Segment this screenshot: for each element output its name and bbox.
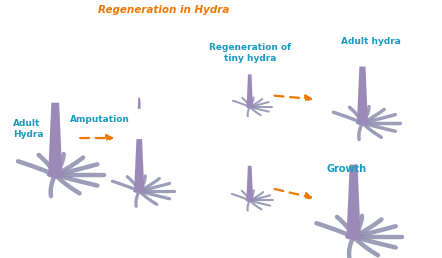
Text: Regeneration in Hydra: Regeneration in Hydra: [98, 5, 229, 15]
Text: Adult
Hydra: Adult Hydra: [13, 119, 44, 139]
Text: Growth: Growth: [327, 164, 367, 174]
Ellipse shape: [246, 199, 254, 202]
Ellipse shape: [345, 234, 362, 240]
Polygon shape: [48, 103, 62, 175]
Polygon shape: [138, 98, 141, 109]
Text: Regeneration of
tiny hydra: Regeneration of tiny hydra: [209, 43, 291, 63]
Polygon shape: [134, 139, 145, 191]
Ellipse shape: [133, 189, 145, 193]
Polygon shape: [347, 165, 361, 237]
Ellipse shape: [246, 106, 254, 108]
Polygon shape: [246, 166, 253, 200]
Polygon shape: [357, 67, 368, 123]
Polygon shape: [247, 74, 253, 107]
Text: Adult hydra: Adult hydra: [341, 37, 401, 46]
Ellipse shape: [47, 172, 64, 178]
Text: Amputation: Amputation: [69, 115, 130, 124]
Ellipse shape: [356, 121, 369, 125]
